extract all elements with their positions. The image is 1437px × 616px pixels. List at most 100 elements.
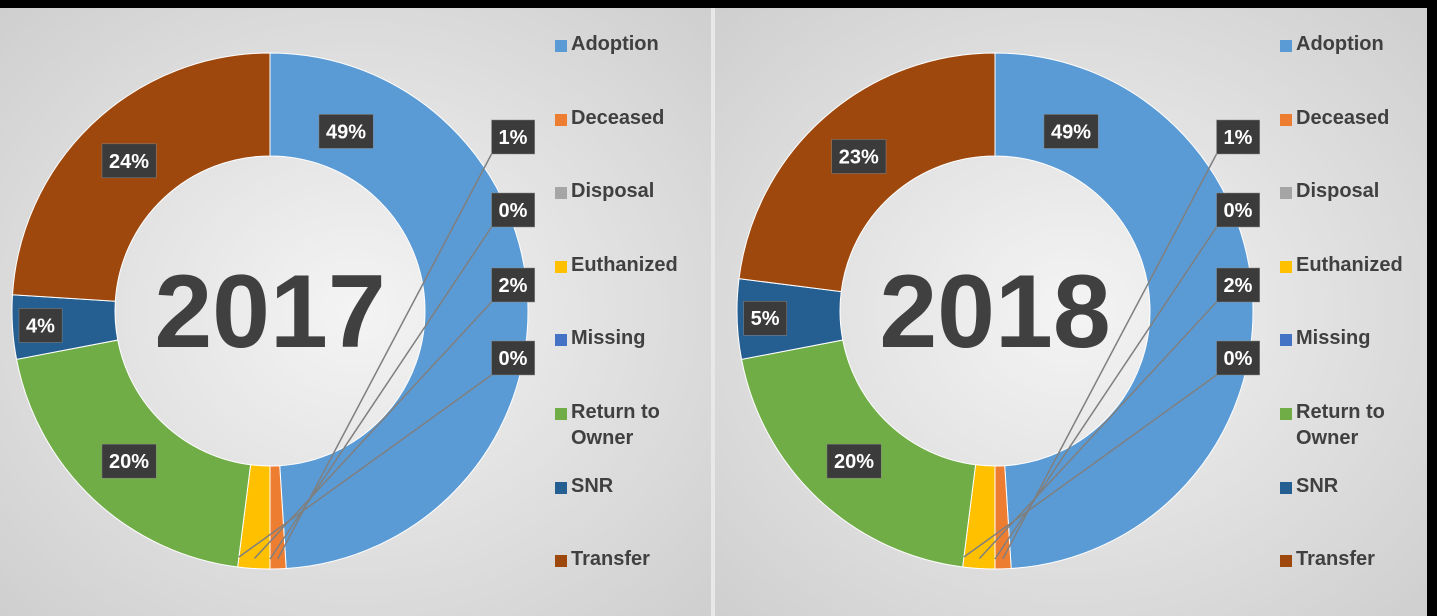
- legend-label: Euthanized: [1296, 253, 1403, 276]
- label-box: [18, 308, 63, 343]
- legend-item: Adoption: [555, 33, 705, 57]
- legend-label: Return to Owner: [1296, 401, 1385, 449]
- legend-swatch: [1280, 555, 1292, 568]
- legend-item: Disposal: [1280, 180, 1430, 204]
- leader-line: [994, 226, 1218, 560]
- legend-item: Euthanized: [555, 254, 705, 278]
- legend-swatch: [1280, 260, 1292, 273]
- legend-label: SNR: [571, 474, 614, 497]
- legend-swatch: [1280, 40, 1292, 52]
- legend-label: SNR: [1296, 474, 1339, 497]
- legend-swatch: [1280, 113, 1292, 126]
- legend-label: Transfer: [571, 548, 650, 571]
- data-label-text: 2%: [499, 275, 528, 297]
- label-box: [491, 267, 535, 303]
- legend-swatch: [1280, 334, 1292, 347]
- data-label: 49%: [318, 114, 374, 149]
- label-box: [491, 340, 535, 376]
- legend: Adoption Deceased Disposal Euthanized Missin…: [555, 33, 705, 595]
- label-box: [743, 300, 788, 336]
- legend-swatch: [1280, 481, 1292, 494]
- leader-line: [238, 374, 492, 558]
- legend-item: SNR: [1280, 475, 1430, 499]
- legend-item: SNR: [555, 475, 705, 499]
- legend-swatch: [555, 187, 567, 200]
- data-label-text: 20%: [109, 451, 149, 473]
- leader-line: [1002, 153, 1218, 560]
- legend-item: Transfer: [1280, 548, 1430, 572]
- data-label-text: 20%: [834, 451, 874, 473]
- data-label-text: 4%: [26, 315, 55, 337]
- legend-swatch: [555, 260, 567, 273]
- legend-item: Disposal: [555, 180, 705, 204]
- label-box: [1043, 114, 1099, 149]
- data-label-text: 5%: [751, 308, 780, 330]
- data-label-text: 49%: [1051, 121, 1091, 143]
- data-label: 4%: [18, 308, 63, 343]
- data-label-text: 0%: [499, 200, 528, 222]
- data-label: 2%: [978, 267, 1260, 560]
- legend-swatch: [555, 40, 567, 52]
- label-box: [318, 114, 374, 149]
- legend-label: Deceased: [571, 106, 665, 129]
- legend: Adoption Deceased Disposal Euthanized Missin…: [1280, 33, 1430, 595]
- data-label: 1%: [277, 119, 535, 560]
- leader-line: [269, 226, 493, 560]
- label-box: [491, 192, 535, 228]
- label-box: [101, 143, 157, 179]
- legend-item: Adoption: [1280, 33, 1430, 57]
- legend-label: Deceased: [1296, 106, 1390, 129]
- data-label-text: 23%: [839, 146, 879, 168]
- label-box: [831, 139, 887, 174]
- leader-line: [963, 374, 1217, 558]
- legend-item: Return to Owner: [1280, 401, 1430, 451]
- legend-label: Transfer: [1296, 548, 1375, 571]
- data-label: 5%: [743, 300, 788, 336]
- data-label: 20%: [101, 443, 157, 479]
- legend-swatch: [555, 113, 567, 126]
- data-label: 1%: [1002, 119, 1260, 560]
- legend-item: Missing: [555, 327, 705, 351]
- data-label-text: 1%: [499, 127, 528, 149]
- data-label-text: 0%: [1224, 200, 1253, 222]
- center-title: 2018: [879, 254, 1110, 370]
- center-title: 2017: [154, 254, 385, 370]
- data-label: 20%: [826, 443, 882, 479]
- leader-line: [277, 153, 493, 560]
- data-label: 23%: [831, 139, 887, 174]
- data-label: 0%: [269, 192, 535, 560]
- legend-swatch: [1280, 187, 1292, 200]
- label-box: [1216, 119, 1260, 155]
- legend-swatch: [555, 334, 567, 347]
- legend-swatch: [555, 408, 567, 420]
- legend-item: Missing: [1280, 327, 1430, 351]
- data-label-text: 49%: [326, 121, 366, 143]
- legend-swatch: [555, 555, 567, 568]
- divider: [711, 8, 715, 616]
- leader-line: [253, 301, 493, 560]
- legend-label: Disposal: [1296, 180, 1380, 203]
- legend-item: Return to Owner: [555, 401, 705, 451]
- label-box: [826, 443, 882, 479]
- label-box: [1216, 192, 1260, 228]
- donut-slice: [994, 52, 1254, 570]
- data-label-text: 0%: [1224, 348, 1253, 370]
- legend-swatch: [555, 481, 567, 494]
- data-label-text: 1%: [1224, 127, 1253, 149]
- data-label-text: 24%: [109, 151, 149, 173]
- label-box: [1216, 267, 1260, 303]
- legend-label: Adoption: [571, 33, 659, 55]
- data-label: 0%: [994, 192, 1260, 560]
- legend-label: Missing: [1296, 327, 1371, 350]
- legend-label: Return to Owner: [571, 401, 660, 449]
- data-label-text: 2%: [1224, 275, 1253, 297]
- data-label: 0%: [238, 340, 535, 558]
- label-box: [101, 443, 157, 479]
- data-label: 2%: [253, 267, 535, 560]
- label-box: [491, 119, 535, 155]
- data-label: 24%: [101, 143, 157, 179]
- legend-item: Deceased: [555, 107, 705, 131]
- donut-slice: [269, 52, 529, 570]
